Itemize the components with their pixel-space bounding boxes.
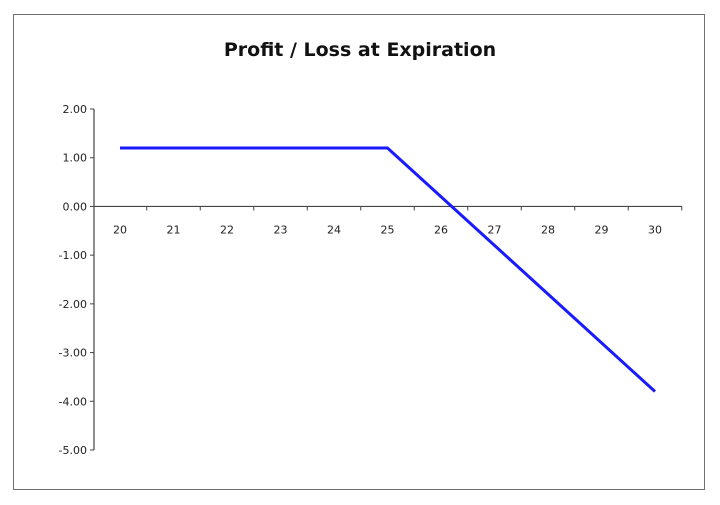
chart-title: Profit / Loss at Expiration <box>224 39 496 61</box>
series-layer <box>120 146 657 393</box>
x-tick-label: 29 <box>595 223 609 236</box>
y-tick-label: -5.00 <box>59 444 87 457</box>
x-tick-label: 28 <box>541 223 555 236</box>
x-tick-label: 23 <box>274 223 288 236</box>
x-tick-label: 21 <box>167 223 181 236</box>
x-tick-label: 22 <box>220 223 234 236</box>
series-line <box>120 146 657 393</box>
y-tick-label: 2.00 <box>63 103 88 116</box>
x-tick-label: 27 <box>488 223 502 236</box>
y-tick-label: 0.00 <box>63 200 88 213</box>
x-tick-label: 26 <box>434 223 448 236</box>
y-tick-label: -2.00 <box>59 298 87 311</box>
x-tick-label: 25 <box>381 223 395 236</box>
x-tick-label: 20 <box>113 223 127 236</box>
y-tick-label: -3.00 <box>59 347 87 360</box>
y-tick-label: -1.00 <box>59 249 87 262</box>
x-tick-label: 30 <box>648 223 662 236</box>
tick-marks <box>90 108 683 451</box>
chart-frame <box>13 14 705 490</box>
y-tick-label: 1.00 <box>63 152 88 165</box>
y-tick-label: -4.00 <box>59 395 87 408</box>
x-tick-label: 24 <box>327 223 341 236</box>
axes <box>93 109 682 450</box>
tick-labels: 2.00 1.00 0.00 -1.00 -2.00 -3.00 -4.00 -5.00 20 2… <box>59 103 662 457</box>
